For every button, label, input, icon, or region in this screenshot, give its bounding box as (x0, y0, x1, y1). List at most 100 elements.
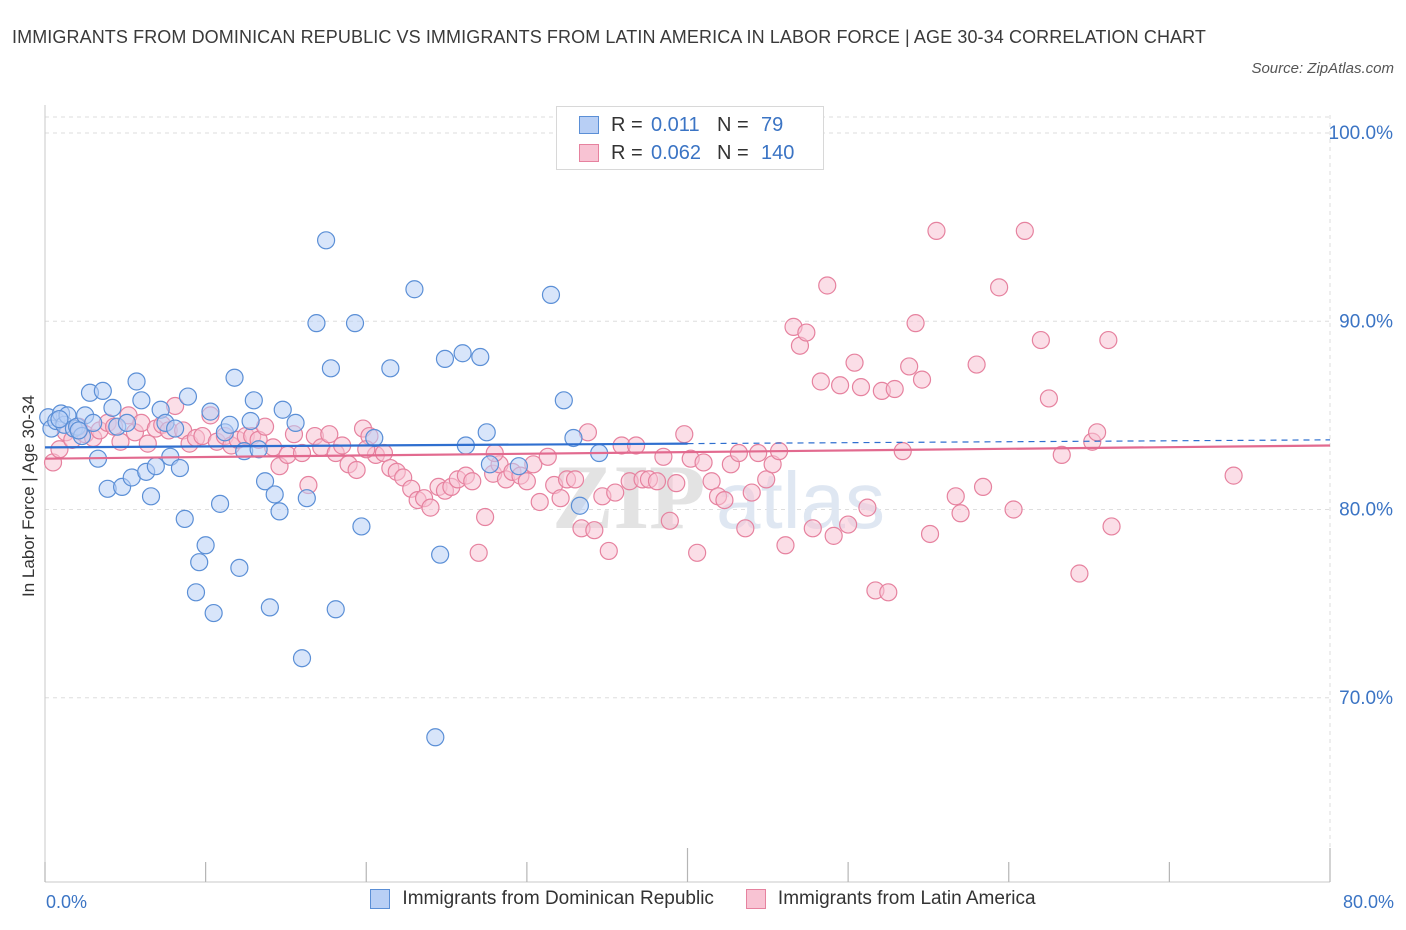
bottom-legend-latin-america: Immigrants from Latin America (745, 888, 1036, 910)
point-latin-america (920, 524, 940, 544)
legend-r-value: 0.062 (651, 141, 702, 164)
point-dominican-republic (541, 285, 561, 304)
point-dominican-republic (201, 402, 220, 421)
point-dominican-republic (307, 314, 326, 333)
point-latin-america (885, 379, 904, 399)
point-dominican-republic (204, 603, 223, 623)
bottom-legend-label: Immigrants from Dominican Republic (402, 888, 714, 909)
point-dominican-republic (93, 381, 112, 401)
point-dominican-republic (477, 423, 496, 442)
y-tick-label: 80.0% (1339, 500, 1393, 521)
point-dominican-republic (431, 545, 450, 564)
point-latin-america (742, 483, 761, 502)
point-latin-america (374, 443, 394, 463)
legend-n-value: 140 (761, 141, 795, 164)
point-latin-america (858, 498, 877, 517)
point-latin-america (967, 355, 986, 374)
x-tick-label-max: 80.0% (1343, 892, 1394, 912)
point-latin-america (599, 541, 618, 561)
point-dominican-republic (249, 440, 268, 459)
source-label: Source: ZipAtlas.com (1251, 60, 1394, 77)
point-latin-america (517, 472, 536, 491)
point-latin-america (776, 536, 795, 555)
point-dominican-republic (292, 649, 312, 668)
point-latin-america (675, 425, 694, 444)
legend-n-value: 79 (761, 113, 784, 136)
legend-n-label: N = (717, 141, 749, 164)
point-latin-america (951, 504, 970, 523)
legend-row-dominican-republic: R = 0.011 N = 79 (579, 112, 801, 138)
point-latin-america (421, 498, 440, 517)
bottom-legend-dominican-republic: Immigrants from Dominican Republic (370, 888, 714, 910)
point-latin-america (900, 357, 919, 376)
point-dominican-republic (286, 413, 305, 433)
point-dominican-republic (141, 487, 161, 506)
point-latin-america (1031, 330, 1050, 350)
point-dominican-republic (260, 598, 279, 617)
point-dominican-republic (196, 536, 215, 555)
y-tick-label: 70.0% (1339, 688, 1393, 709)
bottom-legend-swatch-pink (745, 889, 766, 909)
point-dominican-republic (435, 349, 455, 368)
point-dominican-republic (509, 457, 528, 476)
legend-swatch-blue (579, 116, 599, 134)
point-latin-america (292, 443, 312, 463)
point-latin-america (654, 447, 673, 466)
chart-title: IMMIGRANTS FROM DOMINICAN REPUBLIC VS IM… (12, 27, 1207, 47)
point-latin-america (1070, 564, 1089, 583)
point-latin-america (585, 521, 604, 540)
point-latin-america (973, 477, 993, 497)
point-latin-america (347, 460, 366, 480)
point-latin-america (1015, 221, 1034, 240)
point-latin-america (927, 221, 946, 240)
legend-r-label: R = (611, 141, 643, 164)
point-dominican-republic (225, 368, 244, 387)
point-latin-america (463, 472, 482, 491)
point-dominican-republic (453, 344, 472, 363)
point-dominican-republic (321, 359, 341, 378)
point-latin-america (476, 507, 495, 527)
y-tick-labels: 70.0% 80.0% 90.0% 100.0% (1329, 123, 1394, 709)
point-latin-america (694, 453, 713, 472)
bottom-legend: Immigrants from Dominican Republic Immig… (0, 888, 1406, 910)
point-latin-america (626, 436, 646, 455)
point-latin-america (818, 276, 837, 295)
point-latin-america (538, 447, 557, 466)
point-latin-america (912, 370, 932, 389)
point-latin-america (797, 323, 816, 342)
point-latin-america (530, 492, 549, 512)
y-tick-label: 90.0% (1339, 311, 1393, 332)
point-latin-america (749, 443, 768, 463)
point-latin-america (990, 278, 1009, 297)
point-dominican-republic (471, 347, 490, 367)
point-dominican-republic (84, 413, 103, 433)
legend-r-value: 0.011 (651, 113, 700, 136)
point-latin-america (839, 515, 858, 534)
point-latin-america (736, 519, 755, 538)
legend-r-label: R = (611, 113, 643, 136)
point-dominican-republic (554, 391, 573, 410)
legend-swatch-pink (579, 144, 599, 162)
point-dominican-republic (480, 455, 500, 474)
point-dominican-republic (50, 410, 69, 429)
point-latin-america (893, 442, 912, 461)
trend-lines (44, 439, 1331, 460)
point-latin-america (565, 470, 585, 489)
point-latin-america (138, 434, 157, 453)
legend-n-label: N = (717, 113, 749, 136)
bottom-legend-label: Immigrants from Latin America (777, 888, 1036, 909)
point-latin-america (660, 511, 679, 530)
point-latin-america (811, 372, 830, 391)
bottom-legend-swatch-blue (370, 889, 391, 909)
point-dominican-republic (570, 496, 589, 515)
x-tick-label-min: 0.0% (46, 892, 87, 912)
trend-line-dominican-republic (44, 442, 688, 449)
point-dominican-republic (132, 391, 151, 410)
point-latin-america (851, 378, 871, 397)
point-dominican-republic (170, 458, 190, 478)
point-latin-america (803, 519, 822, 538)
point-latin-america (879, 583, 898, 602)
point-latin-america (1052, 445, 1071, 465)
point-dominican-republic (190, 553, 209, 572)
point-latin-america (469, 543, 488, 562)
